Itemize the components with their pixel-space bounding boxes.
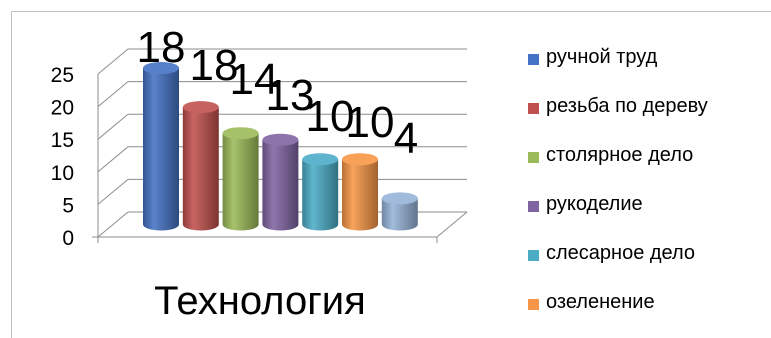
bar-top [182, 101, 219, 114]
legend-label: озеленение [546, 291, 655, 313]
bar-top [222, 127, 259, 140]
y-tick-label: 5 [62, 194, 74, 217]
legend-swatch [528, 152, 539, 163]
data-label: 10 [346, 98, 395, 147]
floor-side-edge [436, 211, 468, 238]
legend-swatch [528, 201, 539, 212]
legend-swatch [528, 103, 539, 114]
data-label: 14 [230, 55, 279, 104]
y-tick-label: 0 [62, 227, 74, 250]
x-axis-label: Технология [154, 279, 366, 323]
legend-item: слесарное дело [528, 238, 763, 287]
legend-label: столярное дело [546, 144, 694, 166]
side-gridline [97, 146, 129, 173]
bars [143, 62, 418, 231]
side-gridline [97, 211, 129, 238]
legend: ручной труд резьба по дереву столярное дел… [528, 42, 763, 336]
bar-top [262, 133, 299, 146]
legend-label: слесарное дело [546, 242, 696, 264]
bar [143, 62, 179, 231]
data-label: 13 [266, 71, 315, 120]
bar [182, 101, 219, 231]
bar-body [342, 159, 378, 231]
bar-body [182, 107, 219, 231]
bar [302, 153, 339, 231]
legend-label: резьба по дереву [546, 95, 708, 117]
legend-label: ручной труд [546, 46, 658, 68]
data-label: 18 [190, 41, 239, 90]
legend-item: столярное дело [528, 140, 763, 189]
bar-body [262, 139, 299, 231]
bar-top [381, 192, 418, 205]
side-gridline [97, 48, 129, 75]
y-axis-ticks: 0 5 10 15 20 25 [51, 64, 74, 250]
side-gridline [97, 81, 129, 107]
data-label: 18 [137, 23, 186, 72]
y-tick-label: 10 [51, 162, 74, 185]
bar-top [342, 153, 378, 166]
y-tick-label: 20 [51, 97, 74, 120]
chart-frame [11, 11, 771, 338]
legend-swatch [528, 299, 539, 310]
bar-top [302, 153, 339, 166]
bar [222, 127, 259, 231]
bar-body [302, 159, 339, 231]
legend-swatch [528, 250, 539, 261]
legend-item: резьба по дереву [528, 91, 763, 140]
side-gridline [97, 113, 129, 140]
legend-item: ручной труд [528, 42, 763, 91]
bar-body [222, 133, 259, 231]
legend-item: озеленение [528, 287, 763, 336]
bar-body [143, 68, 179, 231]
legend-swatch [528, 54, 539, 65]
bar [381, 192, 418, 231]
side-gridline [97, 179, 129, 205]
bar [342, 153, 378, 231]
legend-label: рукоделие [546, 193, 643, 215]
data-label: 10 [306, 92, 355, 141]
legend-item: рукоделие [528, 189, 763, 238]
y-tick-label: 25 [51, 64, 74, 87]
y-tick-label: 15 [51, 129, 74, 152]
bar [262, 133, 299, 231]
bar-body [381, 198, 418, 231]
data-label: 4 [394, 114, 418, 163]
bar-top [143, 62, 179, 75]
